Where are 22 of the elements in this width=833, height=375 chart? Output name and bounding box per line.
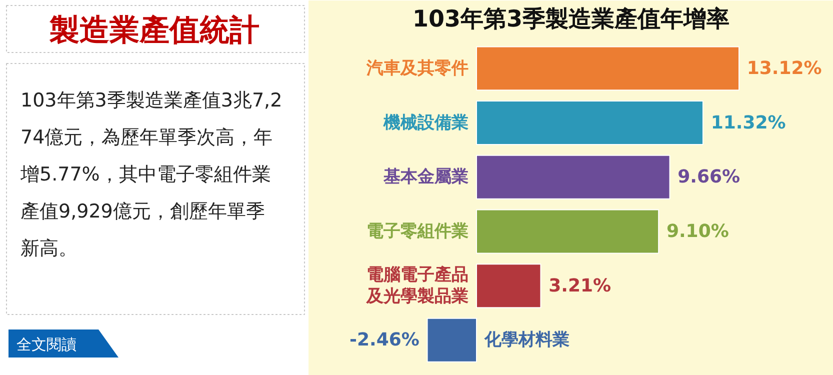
y-tick-label: 化學材料業 [483, 330, 570, 350]
y-tick-label: 基本金屬業 [382, 167, 469, 188]
chart-title: 103年第3季製造業產值年增率 [412, 6, 730, 33]
text: 103年第3季製造業產值3兆7,274億元，為歷年單季次高，年增5.77%，其中電子零組件業產值9,929億元，創歷年單季新高。 [20, 90, 282, 260]
text: 全文閱讀 [16, 336, 76, 354]
bar [476, 154, 670, 200]
y-tick-label: 機械設備業 [382, 112, 469, 133]
bar [476, 46, 740, 91]
bar [476, 100, 704, 146]
bar [476, 209, 660, 254]
data-label: 13.12% [746, 58, 822, 79]
bar [476, 264, 542, 308]
data-label: -2.46% [349, 330, 420, 351]
bar [426, 318, 477, 362]
data-label: 9.10% [666, 220, 729, 242]
data-label: 3.21% [548, 275, 612, 296]
y-tick-label: 電子零組件業 [366, 221, 469, 242]
text: 製造業產值統計 [48, 14, 260, 47]
data-label: 11.32% [710, 112, 786, 134]
y-tick-label: 汽車及其零件 [366, 58, 469, 78]
data-label: 9.66% [678, 166, 740, 188]
y-tick-label: 電腦電子產品及光學製品業 [366, 264, 469, 307]
